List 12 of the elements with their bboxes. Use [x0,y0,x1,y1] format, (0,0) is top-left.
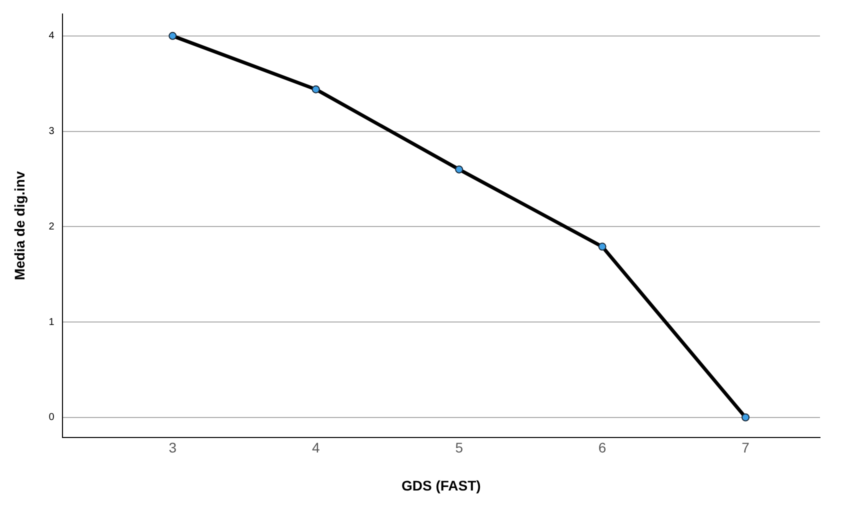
x-tick-label: 7 [742,440,750,456]
y-tick-label: 1 [48,316,55,328]
x-tick-label: 3 [168,440,177,456]
y-tick-label: 3 [48,126,55,138]
y-axis-title: Media de dig.inv [11,171,28,280]
y-tick-label: 2 [48,221,55,232]
y-tick-label: 4 [48,30,55,42]
y-tick-label: 0 [48,412,55,424]
x-tick-label: 6 [598,440,606,456]
x-axis-title: GDS (FAST) [402,477,481,494]
x-tick-label: 4 [312,440,320,456]
x-tick-label: 5 [455,440,464,456]
